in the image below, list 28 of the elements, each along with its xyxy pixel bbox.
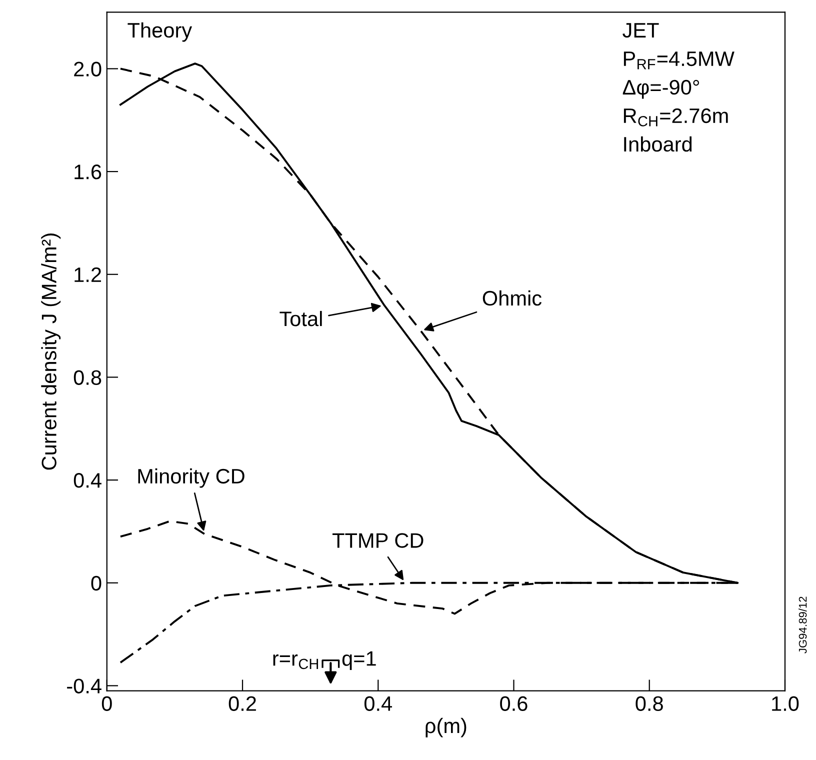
y-tick-label: 1.6	[74, 164, 102, 180]
annotation: Inboard	[624, 136, 692, 152]
y-tick-label: 1.2	[74, 267, 101, 282]
annotation: Δφ=-90°	[622, 80, 700, 99]
annotation: Theory	[128, 22, 192, 42]
annotation: q=1	[342, 651, 376, 670]
annotation: Total	[280, 310, 322, 326]
x-tick-label: 1.0	[772, 696, 799, 712]
y-tick-label: -0.4	[67, 678, 102, 694]
annotation: Minority CD	[138, 468, 244, 488]
x-tick-label: 0.8	[636, 696, 663, 712]
x-axis-title: ρ(m)	[426, 718, 466, 738]
annotation: TTMP CD	[332, 533, 424, 548]
x-tick-label: 0.2	[228, 696, 256, 712]
annotation: P$_{RF}$=4.5MW	[624, 52, 734, 70]
annotation: R$_{CH}$=2.76m	[624, 108, 728, 126]
annotation: r=r$_{CH}$	[273, 654, 318, 670]
annotation: Ohmic	[482, 290, 542, 306]
y-tick-label: 2.0	[74, 62, 102, 76]
text: JG94.89/12	[798, 596, 807, 654]
x-tick-label: 0	[102, 696, 112, 712]
y-tick-label: 0.8	[74, 370, 102, 385]
y-tick-label: 0	[91, 576, 102, 591]
annotation: JET	[622, 23, 659, 38]
y-tick-label: 0.4	[74, 473, 102, 488]
x-tick-label: 0.4	[364, 696, 392, 712]
y-axis-title: Current density J (MA/m²)	[41, 234, 61, 470]
x-tick-label: 0.6	[500, 696, 528, 712]
